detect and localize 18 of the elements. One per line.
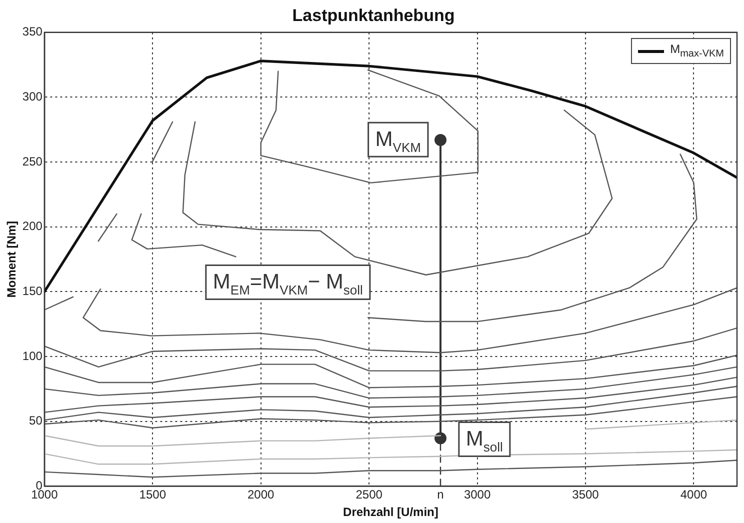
- y-tick-label: 50: [29, 414, 43, 428]
- y-axis-title: Moment [Nm]: [4, 220, 19, 298]
- y-tick-label: 250: [22, 154, 43, 168]
- chart-title: Lastpunktanhebung: [292, 6, 455, 25]
- y-tick-label: 350: [22, 24, 43, 39]
- x-tick-label: 3500: [572, 488, 600, 502]
- y-tick-label: 300: [22, 90, 43, 104]
- y-tick-label: 100: [22, 348, 43, 363]
- x-tick-label: 2500: [356, 488, 383, 502]
- x-tick-label: 4000: [680, 488, 708, 502]
- legend-label: M$_{max-VKM}$: [670, 42, 724, 60]
- y-tick-label: 200: [22, 219, 43, 234]
- x-axis-title: Drehzahl [U/min]: [343, 505, 438, 520]
- x-tick-label: 2000: [248, 488, 275, 502]
- x-tick-label: 3000: [464, 488, 491, 502]
- x-tick-label: 1500: [139, 488, 166, 502]
- x-tick-label: n: [437, 488, 444, 502]
- y-tick-label: 150: [22, 284, 43, 298]
